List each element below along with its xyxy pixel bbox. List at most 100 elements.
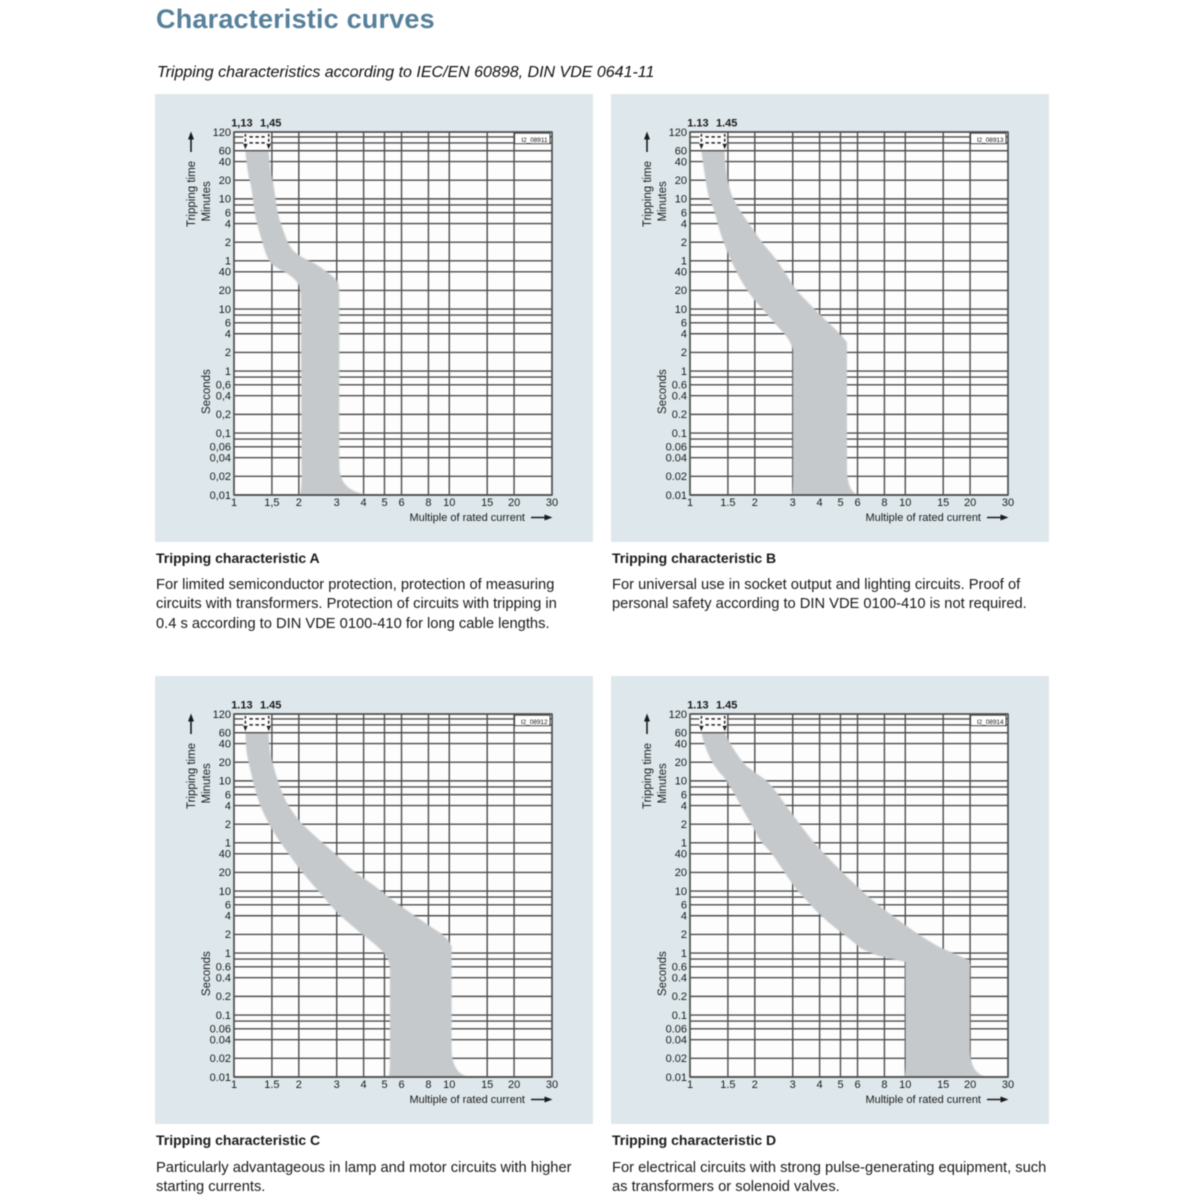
svg-text:2: 2 [681,929,687,941]
svg-text:15: 15 [481,1079,493,1091]
svg-text:I2_08914: I2_08914 [977,719,1004,726]
svg-text:10: 10 [675,886,687,898]
svg-text:1.45: 1.45 [716,700,737,712]
svg-text:Multiple of rated current: Multiple of rated current [409,1094,525,1106]
svg-text:0,2: 0,2 [216,409,231,421]
svg-text:20: 20 [508,1079,520,1091]
svg-text:40: 40 [219,267,231,279]
svg-text:6: 6 [854,1079,860,1091]
svg-text:4: 4 [681,800,687,812]
svg-text:20: 20 [508,497,520,509]
svg-text:Tripping time: Tripping time [642,743,654,809]
svg-text:6: 6 [681,207,687,219]
svg-text:40: 40 [675,738,687,750]
svg-text:0,04: 0,04 [210,453,231,465]
svg-text:1: 1 [681,256,687,268]
svg-text:10: 10 [219,304,231,316]
svg-text:I2_08911: I2_08911 [521,137,548,144]
svg-text:0,1: 0,1 [216,428,231,440]
svg-text:120: 120 [213,709,231,721]
svg-text:20: 20 [219,867,231,879]
svg-text:0,06: 0,06 [210,442,231,454]
svg-text:40: 40 [219,849,231,861]
svg-text:4: 4 [361,1079,367,1091]
svg-text:Minutes: Minutes [657,763,669,804]
svg-text:Minutes: Minutes [201,181,213,222]
svg-text:Seconds: Seconds [201,369,213,414]
svg-text:2: 2 [225,347,231,359]
svg-text:Tripping time: Tripping time [642,161,654,227]
svg-text:1: 1 [231,497,237,509]
svg-text:5: 5 [837,1079,843,1091]
svg-text:6: 6 [225,900,231,912]
svg-text:10: 10 [219,194,231,206]
svg-text:6: 6 [681,900,687,912]
svg-text:Multiple of rated current: Multiple of rated current [865,512,981,524]
svg-text:120: 120 [213,127,231,139]
svg-text:0.06: 0.06 [210,1024,231,1036]
svg-text:8: 8 [881,497,887,509]
svg-text:10: 10 [675,304,687,316]
svg-text:6: 6 [681,789,687,801]
svg-text:4: 4 [817,1079,823,1091]
svg-text:1,13: 1,13 [231,118,252,130]
svg-text:5: 5 [381,1079,387,1091]
svg-text:60: 60 [675,146,687,158]
svg-text:2: 2 [225,819,231,831]
svg-text:10: 10 [675,194,687,206]
svg-text:20: 20 [219,757,231,769]
svg-text:6: 6 [225,789,231,801]
svg-text:Tripping time: Tripping time [186,161,198,227]
svg-text:10: 10 [219,886,231,898]
svg-text:0.6: 0.6 [672,962,687,974]
svg-text:40: 40 [219,738,231,750]
svg-text:10: 10 [899,1079,911,1091]
svg-text:15: 15 [481,497,493,509]
svg-text:4: 4 [817,497,823,509]
svg-text:0.04: 0.04 [210,1035,231,1047]
svg-text:2: 2 [681,237,687,249]
svg-text:4: 4 [681,329,687,341]
svg-text:40: 40 [675,267,687,279]
svg-text:I2_08912: I2_08912 [521,719,548,726]
svg-text:0.6: 0.6 [216,962,231,974]
svg-text:1: 1 [687,1079,693,1091]
svg-text:0,4: 0,4 [216,391,231,403]
svg-text:3: 3 [334,1079,340,1091]
svg-text:Tripping time: Tripping time [186,743,198,809]
svg-text:20: 20 [219,175,231,187]
svg-text:20: 20 [675,175,687,187]
svg-text:0.02: 0.02 [666,471,687,483]
svg-text:20: 20 [219,285,231,297]
svg-text:120: 120 [669,709,687,721]
svg-text:30: 30 [546,1079,558,1091]
svg-text:20: 20 [675,285,687,297]
svg-text:1.13: 1.13 [687,700,708,712]
svg-text:6: 6 [681,318,687,330]
svg-text:20: 20 [964,1079,976,1091]
svg-text:0.1: 0.1 [672,1010,687,1022]
svg-text:1.45: 1.45 [716,118,737,130]
svg-text:20: 20 [675,757,687,769]
svg-text:40: 40 [675,849,687,861]
svg-text:2: 2 [752,1079,758,1091]
svg-text:6: 6 [225,207,231,219]
svg-text:Minutes: Minutes [201,763,213,804]
svg-text:40: 40 [219,156,231,168]
svg-text:20: 20 [675,867,687,879]
svg-text:10: 10 [219,776,231,788]
svg-text:4: 4 [225,911,231,923]
svg-text:0.01: 0.01 [666,1072,687,1084]
svg-text:10: 10 [675,776,687,788]
svg-text:6: 6 [398,497,404,509]
svg-text:30: 30 [1002,497,1014,509]
svg-text:40: 40 [675,156,687,168]
svg-text:0.6: 0.6 [672,380,687,392]
svg-text:0,02: 0,02 [210,471,231,483]
svg-text:0.06: 0.06 [666,442,687,454]
svg-text:1,5: 1,5 [264,497,279,509]
svg-text:1: 1 [225,838,231,850]
svg-text:0.02: 0.02 [666,1053,687,1065]
svg-text:0.2: 0.2 [672,991,687,1003]
svg-text:6: 6 [398,1079,404,1091]
